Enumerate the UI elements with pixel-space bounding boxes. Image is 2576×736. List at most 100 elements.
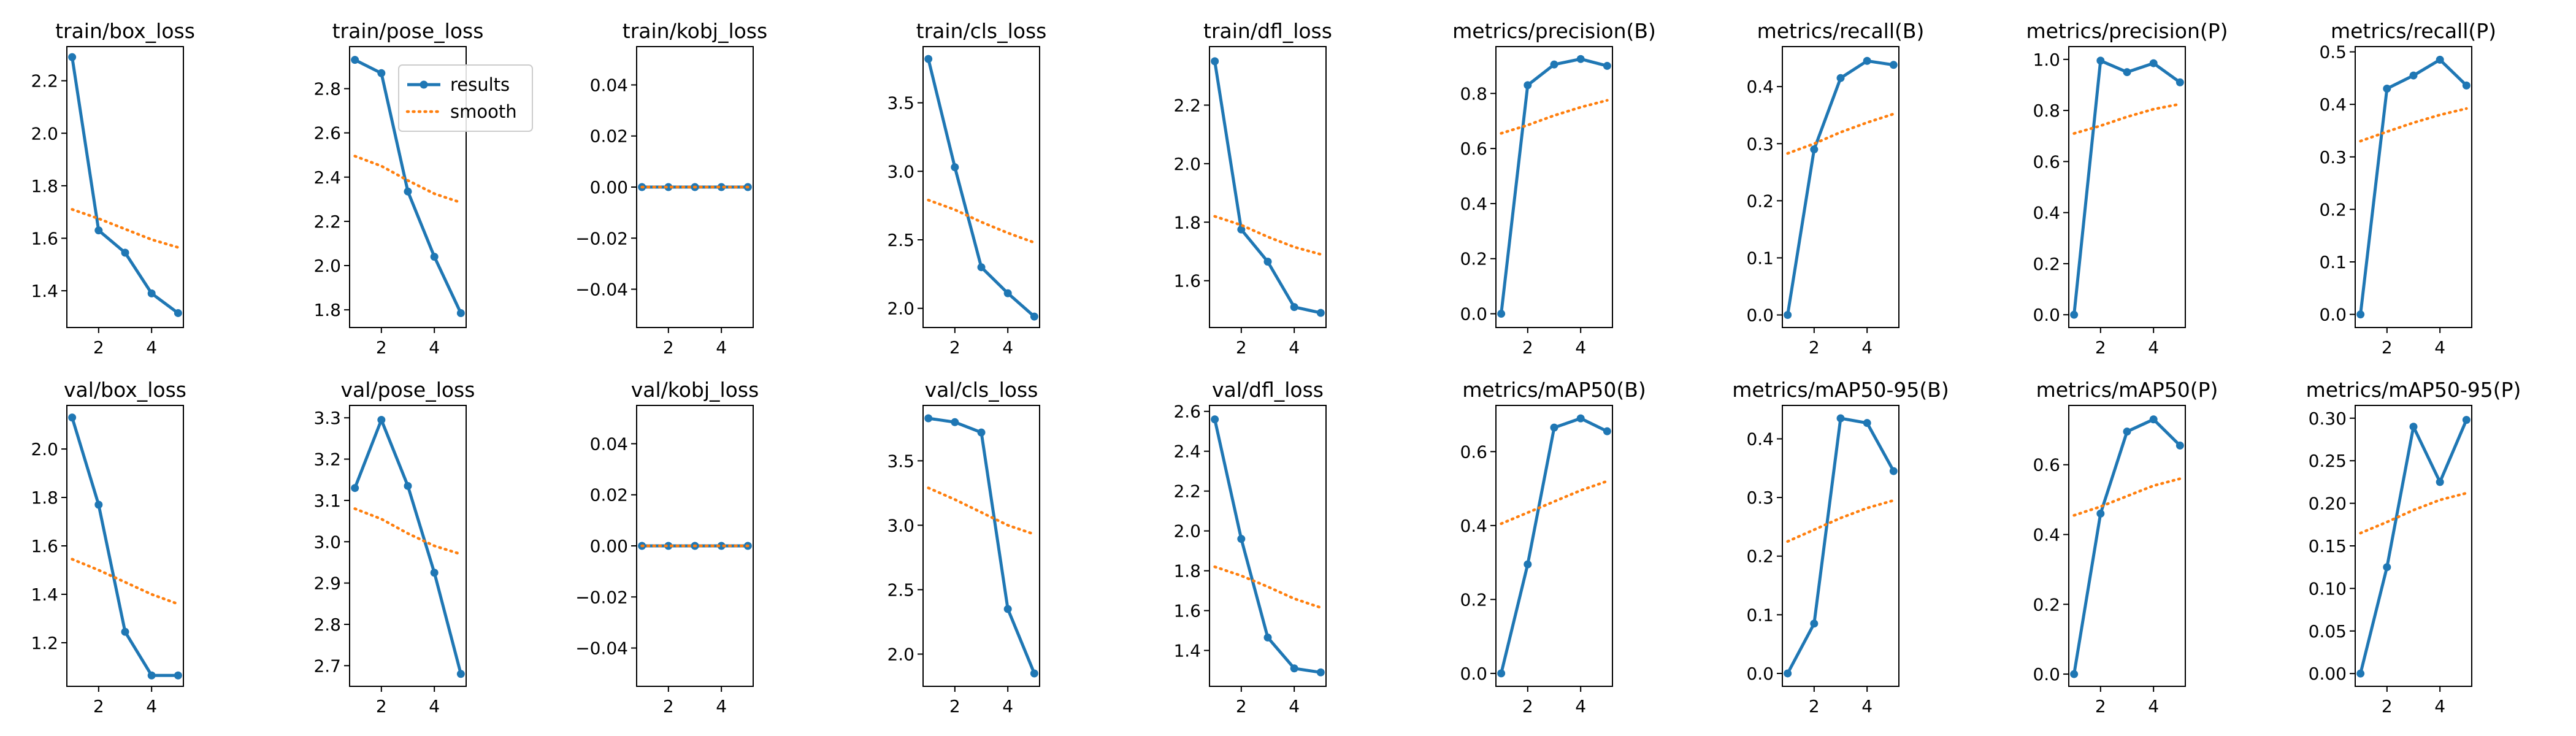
series-smooth-line xyxy=(353,507,462,556)
chart-panel-18: metrics/mAP50-95(P) 2 4 0.00 0.05 0.10 0.15 0.2… xyxy=(2306,378,2521,716)
x-tick-label: 2 xyxy=(2382,337,2393,358)
y-tick-label: 0.6 xyxy=(2033,151,2060,172)
y-tick-label: 0.8 xyxy=(1460,83,1487,104)
data-point xyxy=(121,248,129,257)
y-tick-label: 0.2 xyxy=(2319,199,2347,220)
data-point xyxy=(1810,145,1819,154)
data-point xyxy=(1263,258,1272,266)
y-tick-label: 0.0 xyxy=(1460,304,1487,324)
x-tick-label: 4 xyxy=(1289,337,1300,358)
legend: results smooth xyxy=(398,64,533,132)
y-tick-label: 0.04 xyxy=(590,75,628,95)
y-tick-label: 0.4 xyxy=(2319,94,2347,115)
data-point xyxy=(2462,81,2471,90)
y-tick-label: 0.3 xyxy=(1746,134,1774,154)
y-tick-label: 0.30 xyxy=(2309,408,2347,429)
data-point xyxy=(2409,71,2418,80)
data-point xyxy=(174,309,182,317)
data-point xyxy=(2149,59,2158,67)
data-point xyxy=(1237,225,1246,234)
y-tick-label: 2.0 xyxy=(31,439,58,459)
y-tick-label: 0.00 xyxy=(2309,664,2347,684)
data-point xyxy=(2462,416,2471,424)
x-tick-label: 2 xyxy=(2382,696,2393,716)
data-point xyxy=(94,500,103,509)
y-tick-label: 0.2 xyxy=(1460,249,1487,269)
y-tick-label: 0.0 xyxy=(2033,664,2060,684)
chart-panel-1: train/box_loss 2 4 1.4 1.6 1.8 2.0 2.2 xyxy=(31,19,194,358)
x-tick-label: 2 xyxy=(663,337,674,358)
y-tick-label: 3.3 xyxy=(313,408,341,428)
plot-frame xyxy=(66,46,184,328)
series-results-line xyxy=(927,58,1036,318)
data-point xyxy=(377,69,386,77)
data-point xyxy=(1603,61,1611,70)
data-point xyxy=(1863,56,1871,65)
y-tick-label: 0.5 xyxy=(2319,42,2347,63)
data-point xyxy=(174,671,182,680)
data-point xyxy=(1784,669,1792,678)
y-tick-label: 2.2 xyxy=(31,71,58,91)
y-tick-label: 2.5 xyxy=(887,230,914,250)
chart-title: metrics/precision(B) xyxy=(1452,19,1656,43)
y-tick-label: 0.05 xyxy=(2309,621,2347,642)
y-tick-label: −0.02 xyxy=(575,228,628,248)
x-tick-label: 4 xyxy=(1002,337,1013,358)
chart-panel-13: val/cls_loss 2 4 2.0 2.5 3.0 3.5 xyxy=(887,378,1040,716)
y-tick-label: 0.15 xyxy=(2309,536,2347,556)
data-point xyxy=(2070,670,2079,678)
data-point xyxy=(717,542,726,550)
x-tick-label: 2 xyxy=(376,337,387,358)
y-tick-label: 0.4 xyxy=(1460,516,1487,536)
chart-title: metrics/recall(P) xyxy=(2331,19,2496,43)
y-tick-label: 0.0 xyxy=(1460,664,1487,684)
data-point xyxy=(121,627,129,636)
y-tick-label: 1.4 xyxy=(1173,641,1201,661)
y-tick-label: 2.7 xyxy=(313,656,341,676)
y-tick-label: 2.4 xyxy=(313,167,341,188)
y-tick-label: −0.04 xyxy=(575,280,628,300)
x-tick-label: 4 xyxy=(1575,696,1586,716)
legend-box xyxy=(398,64,533,132)
x-tick-label: 2 xyxy=(1522,696,1533,716)
x-tick-label: 2 xyxy=(1236,337,1247,358)
chart-panel-16: metrics/mAP50-95(B) 2 4 0.0 0.1 0.2 0.3 0.4 xyxy=(1732,378,1949,716)
chart-panel-9: metrics/recall(P) 2 4 0.0 0.1 0.2 0.3 0.4 0.5 xyxy=(2319,19,2496,358)
y-tick-label: 0.0 xyxy=(2319,305,2347,325)
y-tick-label: 0.02 xyxy=(590,126,628,147)
series-results-line xyxy=(928,416,1036,674)
y-tick-label: 2.4 xyxy=(1173,442,1201,462)
data-point xyxy=(1836,74,1845,82)
x-tick-label: 4 xyxy=(1575,337,1586,358)
y-tick-label: 0.00 xyxy=(590,536,628,556)
y-tick-label: 2.2 xyxy=(1173,95,1201,115)
y-tick-label: 2.0 xyxy=(313,256,341,276)
data-point xyxy=(924,55,933,63)
data-point xyxy=(2070,310,2079,319)
data-point xyxy=(1524,560,1532,569)
data-point xyxy=(1030,669,1038,678)
data-point xyxy=(1290,664,1298,673)
data-point xyxy=(456,670,465,678)
series-smooth-line xyxy=(71,208,180,249)
legend-smooth-label: smooth xyxy=(450,101,517,122)
data-point xyxy=(2356,310,2365,319)
x-tick-label: 2 xyxy=(1522,337,1533,358)
y-tick-label: 1.6 xyxy=(31,536,58,556)
data-point xyxy=(1316,668,1325,677)
y-tick-label: 0.0 xyxy=(1746,664,1774,684)
x-tick-label: 2 xyxy=(93,337,104,358)
y-tick-label: 2.0 xyxy=(887,644,914,664)
series-smooth-line xyxy=(1213,565,1322,609)
chart-title: metrics/recall(B) xyxy=(1757,19,1925,43)
data-point xyxy=(351,484,359,493)
series-smooth-line xyxy=(1500,480,1609,526)
legend-results-marker xyxy=(420,80,428,89)
y-tick-label: 0.6 xyxy=(1460,442,1487,462)
data-point xyxy=(1524,81,1532,90)
y-tick-label: 0.3 xyxy=(1746,488,1774,508)
data-point xyxy=(664,542,673,550)
y-tick-label: 1.4 xyxy=(31,281,58,301)
data-point xyxy=(2175,78,2184,86)
x-tick-label: 2 xyxy=(1809,337,1820,358)
